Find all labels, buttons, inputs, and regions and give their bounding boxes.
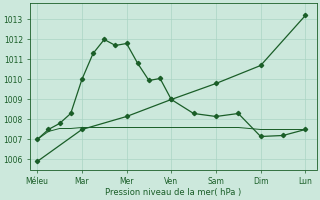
X-axis label: Pression niveau de la mer( hPa ): Pression niveau de la mer( hPa ): [105, 188, 242, 197]
